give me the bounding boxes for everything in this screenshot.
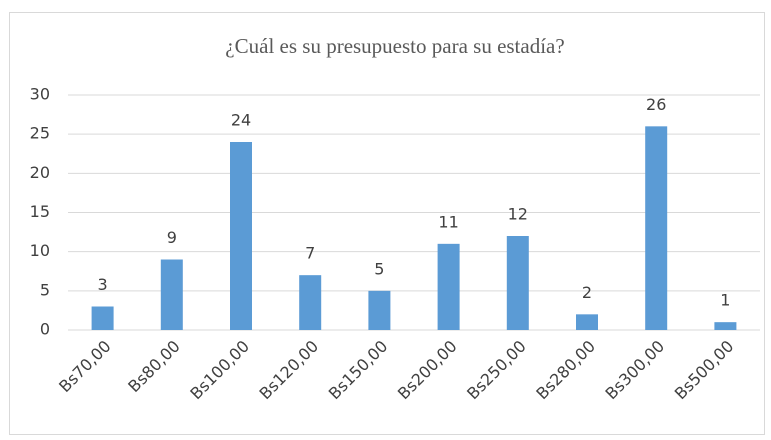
data-label: 1 [720,291,730,310]
bar [714,322,737,330]
chart-border [9,12,765,435]
y-tick-label: 15 [30,202,50,221]
y-tick-label: 5 [40,280,50,299]
data-label: 7 [305,244,315,263]
y-tick-label: 25 [30,124,50,143]
bar [576,314,598,330]
y-tick-label: 30 [30,85,50,104]
bar [368,290,391,330]
y-tick-label: 20 [30,163,50,182]
data-label: 5 [374,259,384,278]
bar [506,236,529,330]
data-label: 3 [98,275,108,294]
data-label: 11 [438,212,458,231]
chart-title: ¿Cuál es su presupuesto para su estadía? [225,34,564,58]
data-label: 26 [646,95,666,114]
data-label: 24 [231,111,251,130]
data-label: 9 [167,228,177,247]
data-label: 12 [508,205,528,224]
bar [160,259,183,330]
bar [437,243,460,330]
y-tick-label: 0 [40,320,50,339]
y-tick-label: 10 [30,241,50,260]
bar [645,126,668,330]
bar [299,275,322,330]
bar [230,142,252,330]
data-label: 2 [582,283,592,302]
bar [91,306,114,330]
